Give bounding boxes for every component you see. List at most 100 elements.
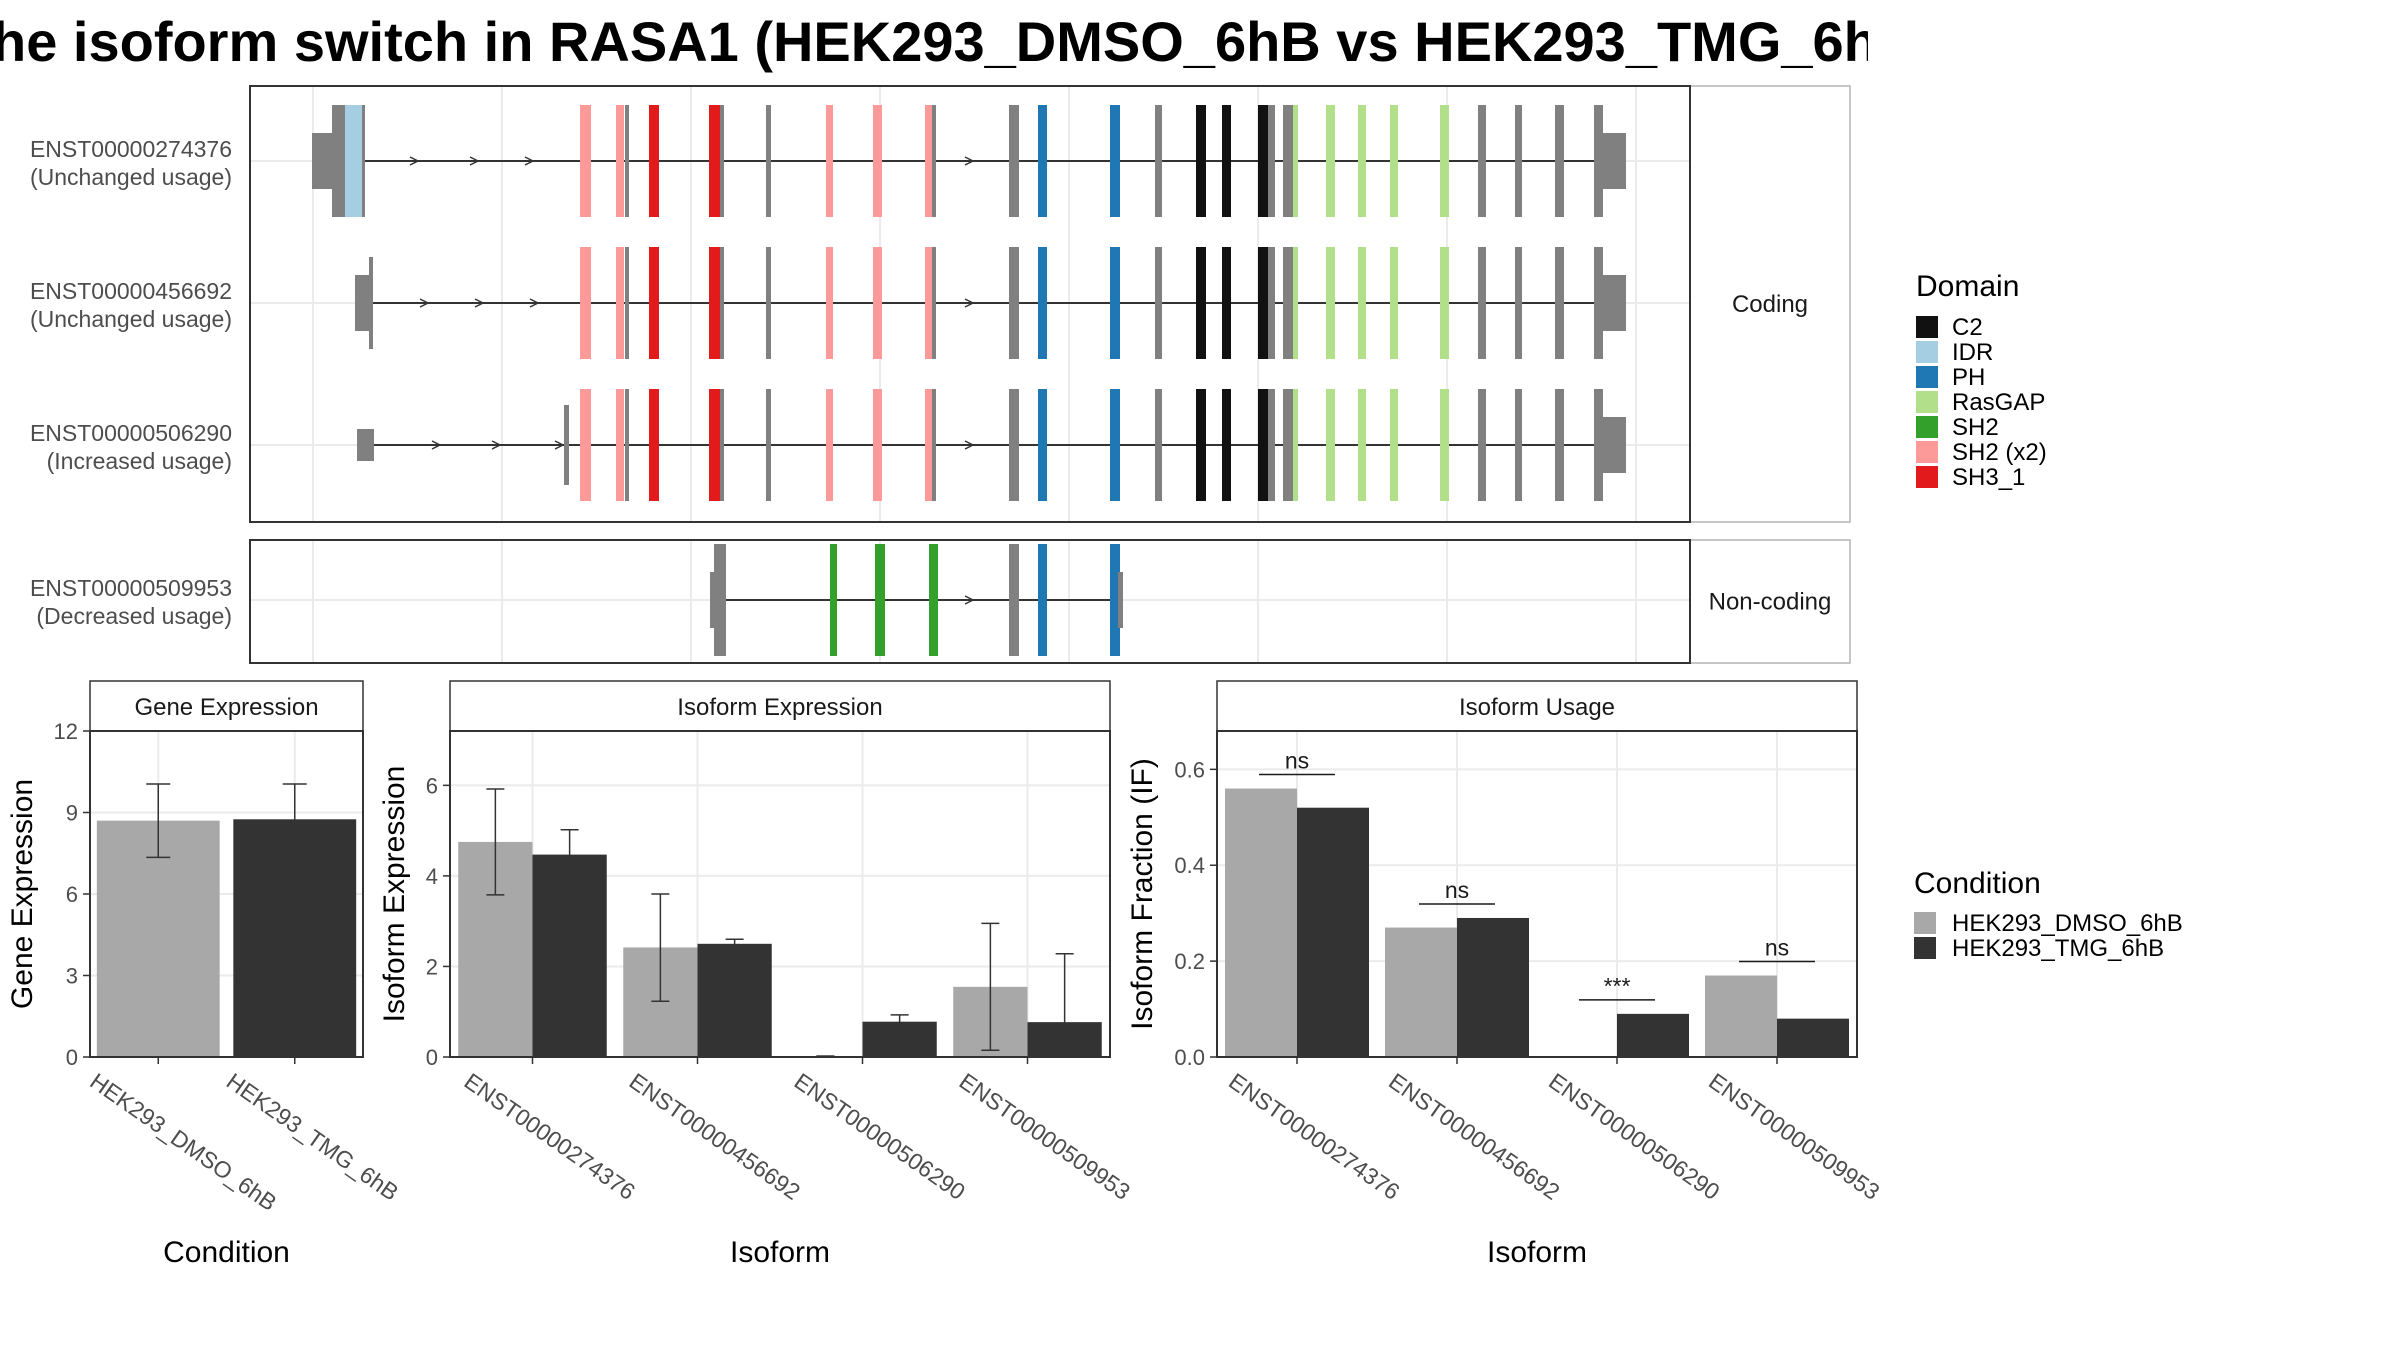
exon-block	[873, 247, 882, 359]
exon-block	[1358, 247, 1366, 359]
exon-block	[1555, 389, 1564, 501]
exon-block	[1222, 389, 1231, 501]
exon-block	[355, 275, 371, 331]
exon-block	[714, 544, 726, 656]
structure-panel-border	[249, 539, 1691, 664]
legend-label: SH2 (x2)	[1952, 439, 2047, 466]
intron-arrow	[964, 298, 975, 308]
exon-block	[932, 247, 936, 359]
exon-block	[1440, 389, 1449, 501]
exon-block	[1390, 247, 1398, 359]
significance-label: ns	[1765, 935, 1789, 961]
x-tick-label: ENST00000274376	[1224, 1068, 1404, 1205]
transcript-id-label: ENST00000506290	[30, 420, 232, 446]
exon-block	[1594, 247, 1603, 359]
exon-block	[1326, 247, 1335, 359]
legend-label: SH2	[1952, 414, 1999, 441]
exon-block	[369, 257, 373, 349]
bar	[697, 943, 772, 1057]
exon-block	[1594, 105, 1603, 217]
chart-title: Gene Expression	[134, 694, 318, 721]
intron-arrow	[529, 298, 540, 308]
exon-block	[1440, 105, 1449, 217]
exon-block	[580, 105, 591, 217]
exon-block	[625, 247, 629, 359]
legend-swatch	[1914, 937, 1936, 959]
exon-block	[1478, 247, 1486, 359]
significance-label: ns	[1285, 748, 1309, 774]
bar	[1777, 1018, 1849, 1057]
isoform-usage-chart: Isoform Usage ns ns *** ns 0.0 0.2 0.4 0.6 ENST00…	[1126, 680, 1885, 1269]
chart-strip	[1216, 680, 1858, 732]
exon-block	[925, 389, 933, 501]
exon-block	[1268, 389, 1275, 501]
legend-label: HEK293_DMSO_6hB	[1952, 910, 2183, 937]
x-tick-label: ENST00000506290	[1544, 1068, 1724, 1205]
intron-arrow	[964, 156, 975, 166]
exon-block	[1478, 105, 1486, 217]
gene-expression-chart: Gene Expression036912HEK293_DMSO_6hBHEK2…	[6, 680, 403, 1269]
exon-block	[1196, 389, 1206, 501]
exon-block	[1293, 105, 1298, 217]
bar	[1225, 788, 1297, 1057]
y-tick-label: 0.6	[1174, 757, 1205, 782]
exon-block	[1258, 247, 1268, 359]
x-tick-label: ENST00000509953	[1704, 1068, 1884, 1205]
transcript-usage-label: (Decreased usage)	[36, 603, 232, 629]
y-tick-label: 4	[426, 864, 438, 889]
legend-title: Condition	[1914, 867, 2041, 900]
exon-block	[1110, 247, 1120, 359]
exon-block	[1110, 105, 1120, 217]
exon-block	[826, 247, 833, 359]
exon-block	[826, 105, 833, 217]
structure-panel-border	[249, 85, 1691, 523]
intron-arrow	[964, 595, 975, 605]
exon-block	[1440, 247, 1449, 359]
exon-block	[1358, 389, 1366, 501]
y-axis-label: Isoform Expression	[378, 766, 411, 1023]
chart-panel-border	[1216, 730, 1858, 1058]
exon-block	[1009, 389, 1019, 501]
transcript-id-label: ENST00000456692	[30, 278, 232, 304]
x-tick-label: ENST00000456692	[1384, 1068, 1564, 1205]
x-tick-label: ENST00000509953	[955, 1068, 1135, 1205]
legend-swatch	[1916, 341, 1938, 363]
intron-arrow	[431, 440, 442, 450]
exon-block	[1009, 544, 1019, 656]
legend-swatch	[1916, 391, 1938, 413]
transcript-usage-label: (Unchanged usage)	[30, 164, 232, 190]
y-tick-label: 6	[426, 773, 438, 798]
exon-block	[1038, 389, 1047, 501]
legend-label: SH3_1	[1952, 464, 2025, 491]
exon-block	[1515, 247, 1522, 359]
exon-block	[616, 247, 624, 359]
bar	[532, 854, 607, 1057]
exon-block	[1283, 247, 1293, 359]
exon-block	[1268, 247, 1275, 359]
exon-block	[312, 133, 334, 189]
intron-arrow	[469, 156, 480, 166]
exon-block	[932, 389, 936, 501]
transcript-structure-plot: CodingNon-codingENST00000274376(Unchange…	[30, 85, 1851, 664]
significance-label: ***	[1604, 973, 1631, 999]
exon-block	[1390, 105, 1398, 217]
exon-block	[345, 105, 363, 217]
exon-block	[1038, 544, 1047, 656]
x-tick-label: ENST00000456692	[625, 1068, 805, 1205]
intron-arrow	[474, 298, 485, 308]
isoform-expression-chart: Isoform Expression0246ENST00000274376ENS…	[378, 680, 1135, 1269]
legend-label: HEK293_TMG_6hB	[1952, 935, 2164, 962]
exon-block	[925, 247, 933, 359]
exon-block	[564, 405, 569, 485]
exon-block	[1155, 247, 1162, 359]
exon-block	[625, 105, 629, 217]
x-axis-label: Condition	[163, 1236, 290, 1269]
exon-block	[1038, 105, 1047, 217]
x-tick-label: ENST00000274376	[460, 1068, 640, 1205]
significance-label: ns	[1445, 877, 1469, 903]
bar	[1385, 927, 1457, 1057]
exon-block	[873, 389, 882, 501]
exon-block	[649, 105, 659, 217]
